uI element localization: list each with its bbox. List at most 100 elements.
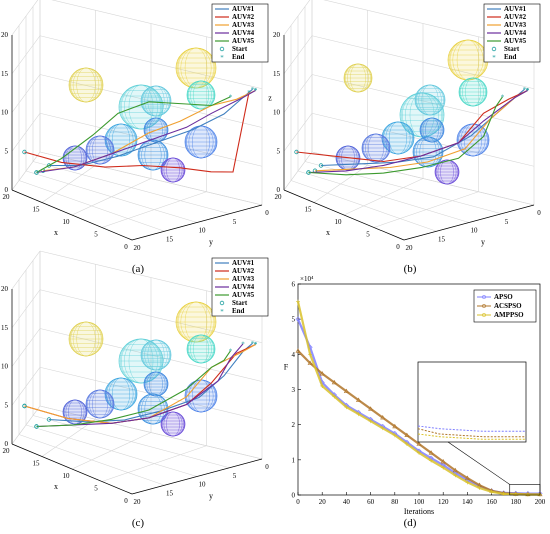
obstacle-sphere xyxy=(343,63,373,93)
inset-series-apso xyxy=(417,425,526,432)
end-marker: * xyxy=(241,340,245,348)
start-marker xyxy=(318,163,324,168)
obstacle-sphere xyxy=(85,389,115,419)
series-point xyxy=(331,379,337,385)
end-marker: * xyxy=(523,86,527,94)
z-tick-label: 10 xyxy=(273,109,281,117)
start-marker xyxy=(46,163,52,168)
series-point xyxy=(343,388,349,394)
legend-swatch: * xyxy=(492,54,496,62)
panel-label-c: (c) xyxy=(132,517,145,529)
series-point xyxy=(319,371,325,376)
z-tick-label: 5 xyxy=(277,147,281,155)
obstacle-sphere xyxy=(140,339,172,371)
z-tick-label: 20 xyxy=(1,285,9,293)
x-tick-label: 20 xyxy=(3,193,11,201)
y-tick-label: 0 xyxy=(292,492,296,500)
panel-label-d: (d) xyxy=(404,517,417,529)
inset-series-acspso xyxy=(417,428,526,438)
series-point xyxy=(392,433,397,438)
y-tick-label: 15 xyxy=(166,489,174,497)
z-tick-label: 15 xyxy=(1,70,9,78)
end-marker: * xyxy=(526,87,530,95)
end-marker: * xyxy=(229,93,233,101)
trajectory-auv1 xyxy=(48,88,253,167)
x-tick-label: 20 xyxy=(3,447,11,455)
inset-series-amppso xyxy=(417,433,526,440)
series-point xyxy=(392,423,398,429)
y-tick-label: 1 xyxy=(292,456,296,464)
legend-label: End xyxy=(504,53,517,61)
trajectory-auv3 xyxy=(24,344,256,424)
panel-label-a: (a) xyxy=(132,263,145,275)
legend-swatch xyxy=(491,46,497,52)
y-axis-label: F xyxy=(284,363,289,372)
end-marker: * xyxy=(254,341,258,349)
x-tick-label: 15 xyxy=(305,206,313,214)
x-tick-label: 5 xyxy=(366,231,370,239)
x-tick-label: 20 xyxy=(319,498,327,506)
x-tick-label: 0 xyxy=(124,497,128,505)
obstacle-sphere xyxy=(143,371,169,397)
series-point xyxy=(344,405,349,410)
z-tick-label: 5 xyxy=(5,401,9,409)
z-tick-label: 0 xyxy=(5,186,9,194)
legend-label: Start xyxy=(504,45,520,53)
series-point xyxy=(452,467,458,473)
trajectory-auv5 xyxy=(36,350,231,428)
legend-label: Start xyxy=(232,299,248,307)
x-tick-label: 80 xyxy=(391,498,399,506)
end-marker: * xyxy=(254,87,258,95)
obstacle-sphere xyxy=(361,133,391,163)
legend-label: Start xyxy=(232,45,248,53)
x-axis-label: x xyxy=(54,482,58,491)
x-tick-label: 200 xyxy=(535,498,546,506)
legend-label: AUV#1 xyxy=(232,5,255,13)
end-marker: * xyxy=(526,87,530,95)
z-tick-label: 0 xyxy=(5,440,9,448)
y-tick-label: 15 xyxy=(438,235,446,243)
trajectory-auv2 xyxy=(24,92,250,173)
legend-label: AUV#5 xyxy=(232,37,255,45)
y-tick-label: 15 xyxy=(166,235,174,243)
trajectory-auv4 xyxy=(36,90,256,174)
obstacle-sphere xyxy=(458,77,488,107)
y-axis-label: y xyxy=(209,238,213,247)
y-axis-label: y xyxy=(209,492,213,501)
x-axis-line xyxy=(11,443,133,495)
obstacle-sphere xyxy=(160,411,186,437)
obstacle-sphere xyxy=(175,47,217,89)
end-marker: * xyxy=(251,86,255,94)
obstacle-sphere xyxy=(186,80,216,110)
obstacle-sphere xyxy=(434,159,460,185)
series-point xyxy=(429,458,434,463)
legend-label: AUV#2 xyxy=(504,13,527,21)
start-marker xyxy=(306,170,311,175)
obstacle-sphere xyxy=(175,301,217,343)
legend-swatch: * xyxy=(220,308,224,316)
series-point xyxy=(380,415,386,420)
y-axis-label: y xyxy=(481,238,485,247)
obstacle-sphere xyxy=(140,85,172,117)
trajectory-auv5 xyxy=(308,96,503,176)
x-tick-label: 5 xyxy=(94,231,98,239)
z-tick-label: 20 xyxy=(273,31,281,39)
series-point xyxy=(513,492,518,497)
y-tick-label: 6 xyxy=(292,281,296,289)
x-axis-label: Iterations xyxy=(404,507,434,516)
series-point xyxy=(404,432,410,438)
series-point xyxy=(417,450,421,455)
x-tick-label: 10 xyxy=(63,218,71,226)
panel-c: 05101520z05101520x05101520y*****AUV#1AUV… xyxy=(0,250,269,506)
obstacle-sphere xyxy=(68,321,104,357)
obstacle-sphere xyxy=(62,399,88,425)
series-point xyxy=(465,480,470,485)
legend-label: AUV#4 xyxy=(504,29,527,37)
legend-label: AUV#3 xyxy=(232,21,255,29)
obstacle-sphere xyxy=(419,117,445,143)
z-tick-label: 5 xyxy=(5,147,9,155)
legend-label: End xyxy=(232,53,245,61)
legend-swatch xyxy=(219,46,225,52)
